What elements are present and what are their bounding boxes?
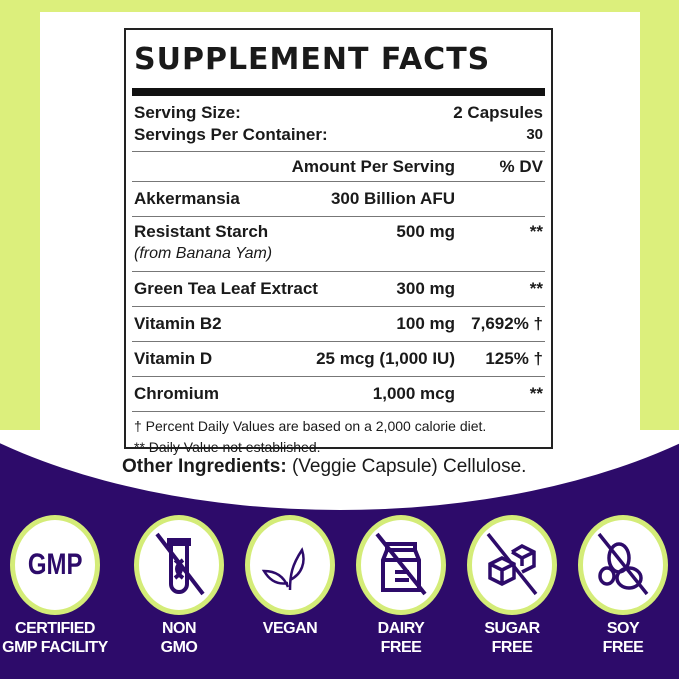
- nutrient-name: Resistant Starch (from Banana Yam): [134, 221, 396, 265]
- nutrient-amount: 25 mcg (1,000 IU): [316, 349, 455, 368]
- other-ingredients: Other Ingredients: (Veggie Capsule) Cell…: [122, 456, 526, 478]
- nutrient-amount: 300 Billion AFU: [330, 189, 455, 208]
- badge-label: FREE: [602, 639, 644, 656]
- nutrient-row: Vitamin D 25 mcg (1,000 IU) 125% †: [132, 342, 545, 377]
- dna-test-tube-crossed-icon: [134, 515, 224, 615]
- badge-sugar-free: SUGAR FREE: [457, 515, 567, 657]
- nutrient-source: (from Banana Yam): [134, 245, 273, 262]
- serving-size-row: Serving Size: 2 Capsules: [132, 96, 545, 124]
- badge-label: GMO: [160, 639, 198, 656]
- nutrient-name: Vitamin D: [134, 349, 213, 368]
- nutrient-dv: **: [529, 384, 543, 403]
- col-amount: Amount Per Serving: [291, 157, 455, 176]
- nutrient-amount: 500 mg: [396, 222, 455, 241]
- serving-size-label: Serving Size:: [134, 103, 241, 122]
- other-value: (Veggie Capsule) Cellulose.: [286, 456, 527, 477]
- badge-non-gmo: NON GMO: [124, 515, 234, 657]
- badge-label: SOY: [606, 620, 640, 637]
- nutrient-row: Green Tea Leaf Extract 300 mg **: [132, 272, 545, 307]
- supplement-facts-panel: SUPPLEMENT FACTS Serving Size: 2 Capsules…: [124, 28, 553, 455]
- nutrient-name: Akkermansia: [134, 189, 240, 208]
- nutrient-row: Resistant Starch (from Banana Yam) 500 mg *…: [132, 217, 545, 272]
- nutrient-row: Chromium 1,000 mcg **: [132, 377, 545, 412]
- badge-label: SUGAR: [484, 620, 540, 637]
- footnotes: † Percent Daily Values are based on a 2,…: [134, 412, 543, 458]
- soybean-crossed-icon: [578, 515, 668, 615]
- nutrient-amount: 100 mg: [396, 314, 455, 333]
- sugar-cubes-crossed-icon: [467, 515, 557, 615]
- nutrient-dv: 7,692% †: [471, 314, 543, 333]
- col-dv: % DV: [499, 157, 543, 176]
- leaf-icon: [245, 515, 335, 615]
- footnote-dv: † Percent Daily Values are based on a 2,…: [134, 418, 487, 434]
- nutrient-name: Chromium: [134, 384, 219, 403]
- gmp-icon: GMP: [10, 515, 100, 615]
- purple-footer: [0, 430, 679, 679]
- servings-value: 30: [526, 126, 543, 143]
- nutrient-row: Vitamin B2 100 mg 7,692% †: [132, 307, 545, 342]
- nutrient-dv: **: [529, 222, 543, 241]
- badge-label: DAIRY: [377, 620, 425, 637]
- badge-label: CERTIFIED: [15, 620, 95, 637]
- nutrient-amount: 1,000 mcg: [372, 384, 455, 403]
- badge-label: NON: [161, 620, 197, 637]
- servings-row: Servings Per Container: 30: [132, 124, 545, 152]
- nutrient-name: Vitamin B2: [134, 314, 222, 333]
- badge-dairy-free: DAIRY FREE: [346, 515, 456, 657]
- other-label: Other Ingredients:: [122, 456, 287, 477]
- serving-size-value: 2 Capsules: [453, 103, 543, 122]
- footnote-not-established: ** Daily Value not established.: [134, 439, 321, 455]
- badge-label: FREE: [380, 639, 422, 656]
- nutrient-row: Akkermansia 300 Billion AFU: [132, 182, 545, 217]
- header-row: Amount Per Serving % DV: [132, 152, 545, 182]
- servings-label: Servings Per Container:: [134, 125, 328, 144]
- badge-soy-free: SOY FREE: [568, 515, 678, 657]
- badge-label: VEGAN: [262, 620, 318, 637]
- nutrient-dv: 125% †: [485, 349, 543, 368]
- badge-gmp: GMP CERTIFIED GMP FACILITY: [0, 515, 110, 657]
- nutrient-dv: **: [529, 279, 543, 298]
- milk-carton-crossed-icon: [356, 515, 446, 615]
- divider: [132, 88, 545, 96]
- nutrient-amount: 300 mg: [396, 279, 455, 298]
- nutrient-name: Green Tea Leaf Extract: [134, 279, 318, 298]
- badge-label: GMP FACILITY: [2, 639, 108, 656]
- badge-label: FREE: [491, 639, 533, 656]
- badge-vegan: VEGAN: [235, 515, 345, 638]
- facts-title: SUPPLEMENT FACTS: [134, 42, 491, 77]
